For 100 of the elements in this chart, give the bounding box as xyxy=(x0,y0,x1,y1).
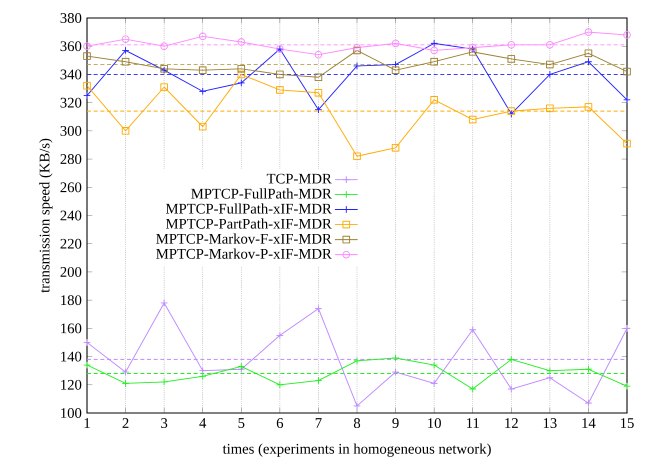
legend-label: MPTCP-FullPath-xIF-MDR xyxy=(166,203,332,214)
y-tick-label: 120 xyxy=(61,380,82,390)
point xyxy=(198,88,207,96)
y-tick-label: 160 xyxy=(61,323,82,334)
point xyxy=(83,82,91,90)
point xyxy=(160,299,168,307)
point xyxy=(237,64,246,73)
x-tick-label: 2 xyxy=(122,418,128,428)
point xyxy=(122,58,130,66)
point xyxy=(314,106,322,114)
y-tick-label: 240 xyxy=(60,210,82,220)
point xyxy=(623,324,631,332)
point xyxy=(468,48,477,56)
point xyxy=(623,96,631,104)
y-tick-label: 200 xyxy=(60,266,82,277)
point xyxy=(237,70,246,78)
point xyxy=(122,368,130,376)
point xyxy=(353,152,361,160)
point xyxy=(160,378,168,386)
point xyxy=(430,58,438,66)
point xyxy=(314,73,322,82)
point xyxy=(353,62,361,70)
point xyxy=(623,382,631,390)
point xyxy=(392,144,400,152)
point xyxy=(468,116,477,124)
point xyxy=(198,32,207,40)
point xyxy=(160,83,168,91)
point xyxy=(507,40,516,49)
point xyxy=(546,40,554,49)
point xyxy=(276,86,284,94)
point xyxy=(468,326,477,334)
x-tick-label: 14 xyxy=(582,418,596,428)
point xyxy=(546,104,554,112)
y-tick-label: 360 xyxy=(60,41,82,52)
x-tick-label: 9 xyxy=(392,418,399,428)
point xyxy=(430,46,438,54)
legend-label: MPTCP-FullPath-MDR xyxy=(191,188,332,199)
legend-label: MPTCP-Markov-P-xIF-MDR xyxy=(156,248,332,259)
y-tick-label: 300 xyxy=(60,126,82,136)
x-tick-label: 4 xyxy=(199,418,206,428)
point xyxy=(314,304,322,312)
point xyxy=(353,46,361,54)
y-tick-label: 380 xyxy=(60,13,82,23)
point xyxy=(623,140,631,148)
point xyxy=(198,372,207,380)
x-tick-label: 7 xyxy=(316,418,322,428)
point xyxy=(83,361,91,369)
point xyxy=(584,103,592,111)
point xyxy=(122,46,130,54)
point xyxy=(353,402,361,410)
point xyxy=(237,38,246,46)
y-tick-label: 220 xyxy=(60,238,82,249)
point xyxy=(430,96,438,104)
point xyxy=(198,122,207,130)
point xyxy=(83,42,91,50)
legend-label: MPTCP-Markov-F-xIF-MDR xyxy=(156,233,332,244)
point xyxy=(546,60,554,68)
point xyxy=(122,35,130,43)
y-tick-label: 340 xyxy=(60,69,82,80)
point xyxy=(353,44,361,52)
point xyxy=(122,127,130,135)
point xyxy=(83,92,91,100)
point xyxy=(546,70,554,78)
point xyxy=(314,88,322,97)
point xyxy=(584,399,592,407)
point xyxy=(507,385,516,393)
x-axis-title: times (experiments in homogeneous network) xyxy=(222,443,491,457)
x-tick-label: 6 xyxy=(276,418,284,428)
point xyxy=(430,361,438,369)
y-tick-label: 280 xyxy=(60,154,82,164)
x-tick-label: 3 xyxy=(161,418,168,428)
point xyxy=(623,31,631,39)
point xyxy=(584,28,592,36)
point xyxy=(353,357,361,365)
point xyxy=(392,368,400,376)
point xyxy=(392,60,400,68)
point xyxy=(122,380,130,388)
x-tick-label: 15 xyxy=(620,418,634,428)
point xyxy=(546,374,554,382)
x-tick-label: 10 xyxy=(428,418,441,428)
y-tick-label: 320 xyxy=(60,98,82,108)
point xyxy=(276,70,284,78)
point xyxy=(507,356,516,364)
point xyxy=(468,385,477,393)
point xyxy=(160,42,168,50)
y-axis-title: transmission speed (KB/s) xyxy=(39,138,52,293)
point xyxy=(430,380,438,388)
legend-label: TCP-MDR xyxy=(266,174,332,184)
point xyxy=(314,376,322,384)
point xyxy=(237,79,246,87)
point xyxy=(507,55,516,63)
point xyxy=(507,107,516,115)
point xyxy=(392,354,400,362)
point xyxy=(276,380,284,389)
x-tick-label: 13 xyxy=(544,418,557,428)
point xyxy=(392,66,400,74)
y-tick-label: 140 xyxy=(61,352,82,362)
y-tick-label: 180 xyxy=(61,295,82,306)
point xyxy=(314,50,322,58)
point xyxy=(584,365,592,374)
